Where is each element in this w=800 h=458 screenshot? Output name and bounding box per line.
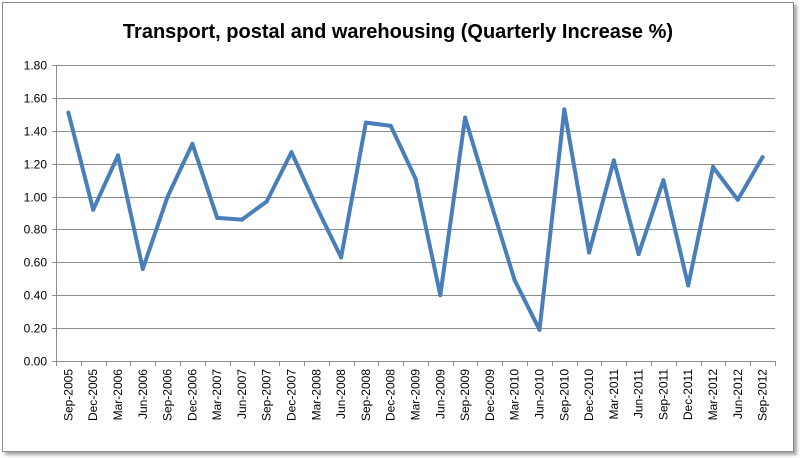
- y-tick-label: 0.60: [24, 256, 48, 270]
- chart-title: Transport, postal and warehousing (Quart…: [123, 21, 673, 43]
- y-tick-label: 1.40: [24, 125, 48, 139]
- data-point: [711, 165, 715, 169]
- x-tick-label: Dec-2007: [285, 369, 299, 421]
- x-tick-label: Jun-2011: [632, 369, 646, 418]
- x-tick-label: Dec-2011: [681, 369, 695, 420]
- data-point: [413, 176, 418, 181]
- data-point: [314, 204, 319, 209]
- data-point: [735, 197, 740, 202]
- x-tick-label: Sep-2006: [161, 369, 175, 421]
- x-tick-labels: Sep-2005 Dec-2005 Mar-2006 Jun-2006 Sep-2006…: [61, 369, 769, 421]
- x-tick-label: Mar-2010: [508, 369, 522, 421]
- x-tick-label: Jun-2010: [532, 369, 546, 419]
- data-point: [339, 255, 344, 260]
- x-tick-label: Jun-2007: [235, 369, 249, 419]
- data-point: [686, 283, 691, 288]
- data-point: [487, 197, 492, 202]
- data-point: [165, 194, 170, 199]
- x-tick-label: Sep-2008: [359, 369, 373, 421]
- x-tick-label: Dec-2009: [483, 369, 497, 421]
- y-tick-label: 1.60: [24, 92, 48, 106]
- x-tick-label: Jun-2012: [731, 369, 745, 419]
- x-tick-label: Dec-2005: [86, 369, 100, 421]
- x-tick-label: Mar-2006: [111, 369, 125, 421]
- data-point: [438, 293, 443, 298]
- axes: [52, 65, 776, 366]
- chart: Transport, postal and warehousing (Quart…: [24, 21, 776, 421]
- data-point: [537, 327, 542, 332]
- data-point: [66, 110, 71, 115]
- y-tick-labels: 0.00 0.20 0.40 0.60 0.80 1.00 1.20 1.40 1.60 1.80: [24, 59, 48, 369]
- y-tick-label: 1.80: [24, 59, 48, 73]
- x-tick-label: Mar-2007: [210, 369, 224, 421]
- data-point: [661, 178, 666, 183]
- data-point: [215, 215, 220, 220]
- data-point: [91, 207, 96, 212]
- data-point: [562, 107, 567, 112]
- x-tick-label: Sep-2011: [656, 369, 670, 420]
- x-tick-label: Sep-2007: [260, 369, 274, 421]
- data-point: [363, 120, 368, 125]
- data-point: [512, 278, 517, 283]
- y-tick-label: 1.00: [24, 191, 48, 205]
- y-tick-label: 0.80: [24, 223, 48, 237]
- x-tick-label: Sep-2005: [61, 369, 75, 421]
- x-tick-label: Sep-2012: [756, 369, 770, 421]
- series-group: [66, 107, 765, 332]
- y-tick-label: 0.00: [24, 355, 48, 369]
- y-tick-label: 0.20: [24, 322, 48, 336]
- x-tick-label: Mar-2009: [409, 369, 423, 421]
- data-point: [760, 155, 765, 160]
- data-point: [116, 153, 120, 158]
- grid-lines: [56, 65, 775, 329]
- data-point: [239, 217, 244, 222]
- data-point: [190, 141, 195, 146]
- data-point: [587, 250, 592, 255]
- x-tick-label: Jun-2006: [136, 369, 150, 419]
- x-tick-label: Mar-2011: [607, 369, 621, 420]
- x-tick-label: Dec-2008: [384, 369, 398, 421]
- chart-frame: Transport, postal and warehousing (Quart…: [2, 2, 794, 452]
- y-tick-label: 0.40: [24, 289, 48, 303]
- x-tick-label: Dec-2006: [185, 369, 199, 421]
- data-point: [611, 158, 616, 163]
- x-tick-label: Dec-2010: [582, 369, 596, 421]
- data-point: [289, 150, 294, 155]
- data-point: [388, 123, 393, 128]
- series-line: [66, 107, 765, 332]
- x-tick-label: Jun-2008: [334, 369, 348, 419]
- x-tick-label: Mar-2012: [706, 369, 720, 421]
- x-tick-label: Sep-2009: [458, 369, 472, 421]
- data-point: [636, 252, 641, 257]
- x-tick-label: Sep-2010: [557, 369, 571, 421]
- x-tick-label: Jun-2009: [433, 369, 447, 419]
- y-tick-label: 1.20: [24, 158, 48, 172]
- x-tick-label: Mar-2008: [309, 369, 323, 421]
- data-point: [463, 115, 468, 120]
- data-point: [140, 266, 145, 271]
- data-point: [264, 199, 269, 204]
